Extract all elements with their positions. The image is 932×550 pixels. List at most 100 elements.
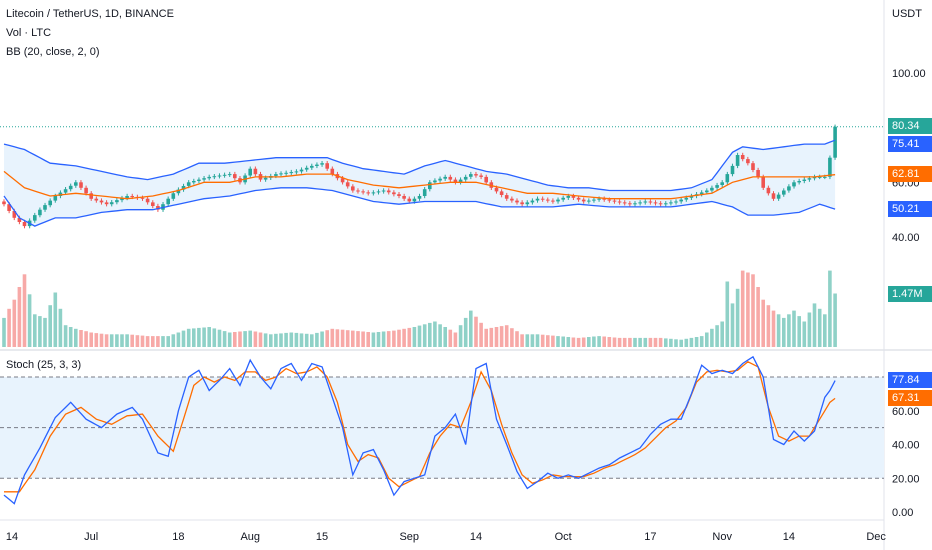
- candle-body: [253, 168, 258, 175]
- candle: [345, 180, 350, 189]
- candle-body: [633, 203, 637, 205]
- candle-body: [787, 186, 791, 191]
- candle: [351, 184, 355, 193]
- volume-bar: [638, 337, 642, 347]
- volume-bar: [833, 293, 837, 347]
- volume-bar: [438, 324, 442, 347]
- candle-body: [171, 193, 176, 199]
- volume-bar: [227, 332, 232, 347]
- volume-bar: [735, 288, 740, 347]
- volume-bar: [417, 325, 422, 347]
- candle-body: [766, 187, 771, 194]
- price-tick-label: 100.00: [892, 68, 926, 80]
- volume-bar: [494, 327, 499, 347]
- time-tick-label: Nov: [712, 531, 732, 543]
- volume-bar: [315, 332, 319, 347]
- volume-bar: [792, 310, 796, 347]
- candle-body: [422, 189, 427, 196]
- candle-body: [479, 175, 483, 177]
- candle: [2, 199, 6, 207]
- candle: [202, 176, 206, 182]
- symbol-legend[interactable]: Litecoin / TetherUS, 1D, BINANCE: [6, 8, 174, 20]
- candle: [499, 189, 504, 198]
- candle-body: [361, 191, 365, 193]
- volume-bar: [299, 333, 304, 347]
- volume-bar: [776, 314, 781, 347]
- candle-body: [17, 217, 22, 222]
- candle-body: [638, 202, 642, 204]
- candle-body: [417, 196, 422, 199]
- candle: [48, 198, 52, 208]
- candle-body: [453, 179, 458, 183]
- candle-body: [776, 194, 781, 199]
- candle: [33, 212, 37, 223]
- volume-bar: [648, 337, 653, 347]
- candle-body: [181, 186, 186, 190]
- volume-bar: [474, 316, 478, 347]
- volume-legend[interactable]: Vol · LTC: [6, 27, 52, 39]
- candle-body: [556, 199, 560, 202]
- candle: [115, 197, 119, 205]
- volume-bar: [48, 305, 52, 347]
- bollinger-legend[interactable]: BB (20, close, 2, 0): [6, 46, 100, 58]
- candle: [356, 188, 360, 194]
- volume-bar: [525, 334, 530, 347]
- candle-body: [227, 174, 232, 176]
- candle: [371, 190, 376, 196]
- candle-body: [622, 202, 627, 204]
- bb-lower-line: [3, 187, 836, 227]
- volume-bar: [2, 317, 6, 347]
- candle-body: [520, 202, 524, 205]
- candle-body: [53, 196, 58, 201]
- candle-body: [345, 182, 350, 187]
- candle-body: [463, 176, 468, 180]
- candle: [561, 195, 565, 202]
- candle: [787, 184, 791, 193]
- volume-bar: [171, 334, 176, 347]
- volume-bar: [192, 328, 196, 347]
- candle-body: [817, 176, 822, 178]
- candle-body: [233, 174, 237, 179]
- candle-body: [397, 194, 401, 196]
- volume-bar: [433, 321, 437, 347]
- candle-body: [587, 200, 591, 202]
- candle-body: [823, 176, 827, 178]
- volume-bar: [787, 314, 791, 347]
- candle: [366, 190, 370, 196]
- candle: [751, 161, 755, 173]
- candle-body: [186, 182, 191, 186]
- volume-bar: [643, 337, 648, 347]
- candle-body: [566, 196, 571, 198]
- volume-bar: [109, 334, 114, 347]
- volume-bar: [340, 329, 345, 347]
- candle: [628, 201, 632, 207]
- candle: [556, 197, 560, 204]
- candle-body: [643, 201, 648, 203]
- stoch-legend[interactable]: Stoch (25, 3, 3): [6, 359, 82, 371]
- volume-bar: [351, 330, 355, 347]
- candle: [633, 201, 637, 207]
- candle: [792, 180, 796, 189]
- volume-bar: [156, 336, 160, 347]
- volume-bar: [782, 317, 786, 347]
- candle: [448, 174, 453, 182]
- candle: [689, 193, 694, 200]
- candle-body: [751, 163, 755, 170]
- volume-bar: [243, 331, 247, 347]
- volume-bar: [366, 332, 370, 347]
- candle: [166, 196, 170, 207]
- volume-bar: [463, 317, 468, 347]
- volume-bar: [58, 308, 63, 347]
- volume-bar: [89, 332, 93, 347]
- candle-body: [371, 192, 376, 194]
- volume-bar: [484, 328, 488, 347]
- volume-bar: [797, 316, 801, 347]
- candle: [664, 201, 668, 207]
- candle: [643, 199, 648, 205]
- candle: [120, 195, 124, 203]
- candle-body: [658, 203, 663, 205]
- stoch-d-badge: 67.31: [888, 390, 932, 406]
- candle-body: [386, 190, 391, 193]
- candle: [176, 187, 181, 196]
